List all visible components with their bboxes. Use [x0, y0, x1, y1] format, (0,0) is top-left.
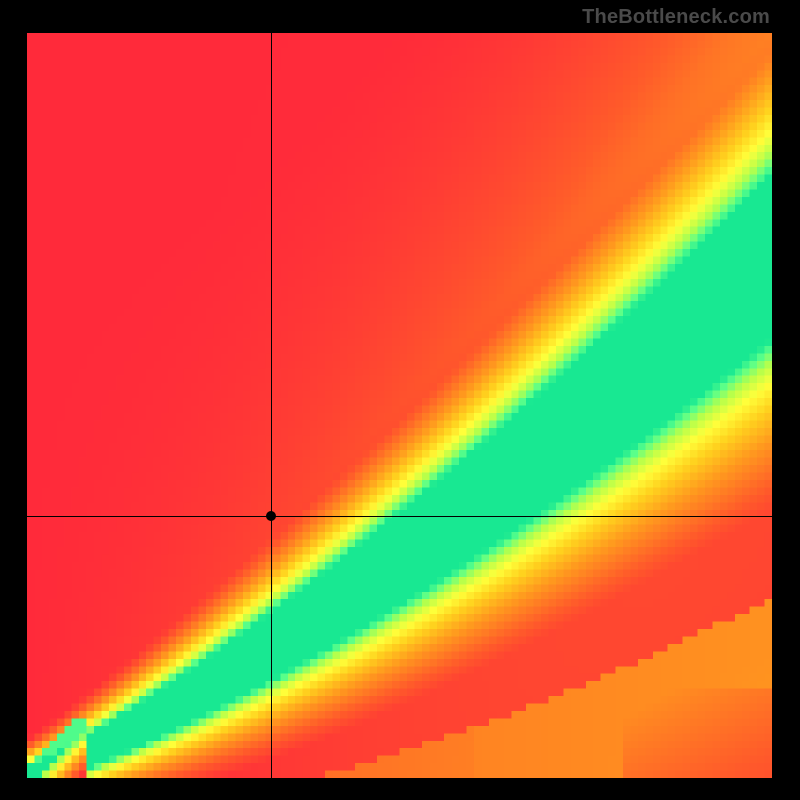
watermark-text: TheBottleneck.com: [582, 6, 770, 29]
heatmap-plot: [27, 33, 772, 778]
crosshair-vertical: [271, 33, 272, 778]
crosshair-horizontal: [27, 516, 772, 517]
heatmap-canvas: [27, 33, 772, 778]
data-point-marker: [266, 511, 276, 521]
